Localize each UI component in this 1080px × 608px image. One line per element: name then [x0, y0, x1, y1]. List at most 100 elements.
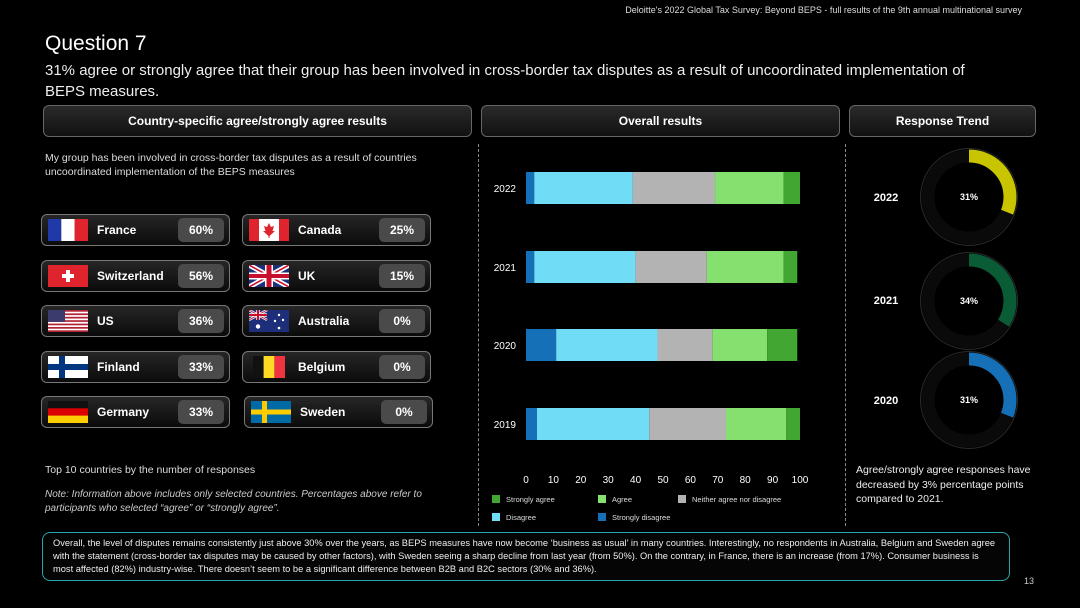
belgium-flag-icon [253, 356, 285, 378]
country-name: Australia [298, 314, 350, 328]
country-value: 0% [379, 355, 425, 379]
x-tick-label: 20 [575, 475, 587, 486]
x-tick-label: 90 [767, 475, 779, 486]
x-tick-label: 0 [523, 475, 529, 486]
overall-results-chart: 2022 2021 2020 2019 0 10 20 30 40 50 60 70 80 90 100 S… [492, 172, 809, 522]
year-label: 2020 [494, 341, 517, 352]
donut-segment [921, 149, 1017, 245]
country-name: Switzerland [97, 269, 164, 283]
country-name: US [97, 314, 114, 328]
x-tick-label: 80 [740, 475, 752, 486]
us-flag-icon [48, 310, 88, 332]
country-card-us: US 36% [41, 305, 230, 337]
country-value: 25% [379, 218, 425, 242]
legend-label: Neither agree nor disagree [692, 495, 781, 504]
trend-year-label: 2020 [874, 395, 898, 407]
country-card-france: France 60% [41, 214, 230, 246]
donut-segment [921, 352, 1017, 448]
country-value: 0% [381, 400, 427, 424]
country-name: Sweden [300, 405, 346, 419]
country-name: Belgium [298, 360, 346, 374]
uk-flag-icon [249, 265, 289, 287]
france-flag-icon [48, 219, 88, 241]
year-label: 2022 [494, 184, 517, 195]
x-tick-label: 40 [630, 475, 642, 486]
finland-flag-icon [48, 356, 88, 378]
response-trend-chart: 31% 2022 34% 2021 31% 2020 [874, 148, 1018, 449]
country-name: UK [298, 269, 316, 283]
page-number: 13 [1023, 576, 1034, 586]
trend-section-header: Response Trend [849, 105, 1036, 137]
bar-segment [783, 172, 800, 204]
bar-segment [726, 408, 787, 440]
country-name: Finland [97, 360, 140, 374]
footnote: Note: Information above includes only se… [45, 489, 422, 514]
donut-outline [920, 252, 1018, 350]
country-value: 36% [178, 309, 224, 333]
x-tick-label: 60 [685, 475, 697, 486]
bar-segment [657, 329, 713, 361]
legend-swatch [492, 513, 500, 521]
country-name: France [97, 223, 137, 237]
bar-segment [526, 251, 535, 283]
country-value: 33% [178, 400, 224, 424]
x-tick-label: 50 [657, 475, 669, 486]
bar-segment [534, 172, 633, 204]
donut-segment [921, 253, 1017, 349]
country-card-uk: UK 15% [242, 260, 431, 292]
bar-segment [534, 251, 636, 283]
donut-outline [920, 351, 1018, 449]
country-name: Canada [298, 223, 342, 237]
x-tick-label: 30 [603, 475, 615, 486]
overall-section-header: Overall results [481, 105, 840, 137]
country-card-australia: Australia 0% [242, 305, 431, 337]
bar-segment [715, 172, 784, 204]
legend-swatch [492, 495, 500, 503]
country-value: 33% [178, 355, 224, 379]
country-card-sweden: Sweden 0% [244, 396, 433, 428]
country-value: 56% [178, 264, 224, 288]
legend-swatch [678, 495, 686, 503]
trend-commentary: Agree/strongly agree responses have decr… [856, 464, 1031, 505]
question-statement: My group has been involved in cross-bord… [45, 152, 417, 178]
bar-segment [632, 172, 716, 204]
trend-year-label: 2022 [874, 192, 898, 204]
year-label: 2019 [494, 420, 517, 431]
column-divider [845, 144, 846, 526]
bar-segment [635, 251, 707, 283]
x-tick-label: 100 [792, 475, 809, 486]
country-card-canada: Canada 25% [242, 214, 431, 246]
country-card-belgium: Belgium 0% [242, 351, 431, 383]
donut-value-label: 34% [960, 296, 978, 306]
bar-segment [649, 408, 727, 440]
country-value: 15% [379, 264, 425, 288]
switzerland-flag-icon [48, 265, 88, 287]
donut-value-label: 31% [960, 395, 978, 405]
legend-label: Agree [612, 495, 632, 504]
country-value: 60% [178, 218, 224, 242]
donut-value-label: 31% [960, 192, 978, 202]
legend-swatch [598, 495, 606, 503]
germany-flag-icon [48, 401, 88, 423]
bar-segment [556, 329, 658, 361]
bar-segment [767, 329, 798, 361]
bar-segment [536, 408, 650, 440]
legend-label: Strongly disagree [612, 513, 670, 522]
question-title: Question 7 [45, 32, 147, 55]
x-tick-label: 10 [548, 475, 560, 486]
country-value: 0% [379, 309, 425, 333]
bar-segment [786, 408, 800, 440]
bar-segment [783, 251, 798, 283]
report-source: Deloitte's 2022 Global Tax Survey: Beyon… [625, 5, 1022, 15]
bar-segment [706, 251, 784, 283]
country-section-header: Country-specific agree/strongly agree re… [43, 105, 472, 137]
legend-swatch [598, 513, 606, 521]
country-name: Germany [97, 405, 150, 419]
country-card-finland: Finland 33% [41, 351, 230, 383]
canada-flag-icon [249, 219, 289, 241]
question-subtitle: 31% agree or strongly agree that their g… [45, 62, 965, 100]
legend-label: Disagree [506, 513, 536, 522]
x-tick-label: 70 [712, 475, 724, 486]
bar-segment [526, 408, 537, 440]
legend-label: Strongly agree [506, 495, 555, 504]
